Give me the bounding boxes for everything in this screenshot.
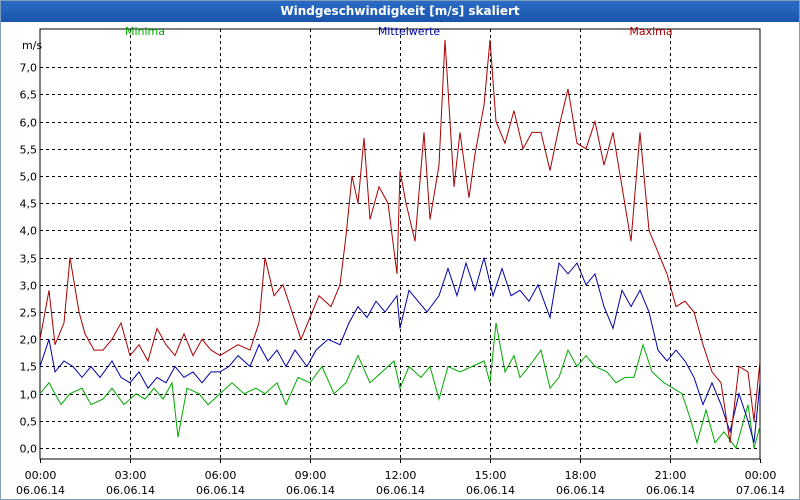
y-tick-label: 1,0 [20,389,38,402]
series-line-mittelwerte [39,257,761,443]
legend-mittelwerte: Mittelwerte [378,25,441,38]
x-tick-time-label: 09:00 [295,469,327,482]
x-tick-date-label: 06.06.14 [16,484,65,497]
x-tick-time-label: 00:00 [25,469,57,482]
legend-maxima: Maxima [629,25,672,38]
legend-minima: Minima [125,25,165,38]
x-tick-date-label: 06.06.14 [106,484,155,497]
y-tick-label: 7,0 [20,62,38,75]
y-tick-label: 6,5 [20,89,38,102]
y-tick-label: 3,5 [20,253,38,266]
x-tick-time-label: 15:00 [475,469,507,482]
x-tick-date-label: 06.06.14 [556,484,605,497]
y-tick-label: 5,0 [20,171,38,184]
y-tick-label: 6,0 [20,117,38,130]
y-tick-label: 4,5 [20,198,38,211]
y-tick-label: 0,5 [20,416,38,429]
x-tick-time-label: 00:00 [745,469,777,482]
x-tick-time-label: 12:00 [385,469,417,482]
y-tick-label: 2,0 [20,334,38,347]
x-tick-time-label: 21:00 [655,469,687,482]
y-tick-label: 5,5 [20,144,38,157]
y-axis-unit-label: m/s [22,39,42,52]
y-tick-label: 2,5 [20,307,38,320]
x-tick-date-label: 06.06.14 [286,484,335,497]
x-tick-date-label: 06.06.14 [376,484,425,497]
y-tick-label: 3,0 [20,280,38,293]
x-tick-date-label: 06.06.14 [646,484,695,497]
y-tick-label: 4,0 [20,225,38,238]
y-tick-label: 1,5 [20,361,38,374]
series-line-maxima [39,39,761,443]
x-tick-date-label: 06.06.14 [466,484,515,497]
y-tick-label: 0,0 [20,443,38,456]
series-line-minima [39,322,761,450]
x-tick-date-label: 06.06.14 [196,484,245,497]
x-tick-time-label: 03:00 [115,469,147,482]
x-tick-time-label: 18:00 [565,469,597,482]
x-tick-date-label: 07.06.14 [736,484,785,497]
x-tick-time-label: 06:00 [205,469,237,482]
window-title: Windgeschwindigkeit [m/s] skaliert [1,1,799,22]
